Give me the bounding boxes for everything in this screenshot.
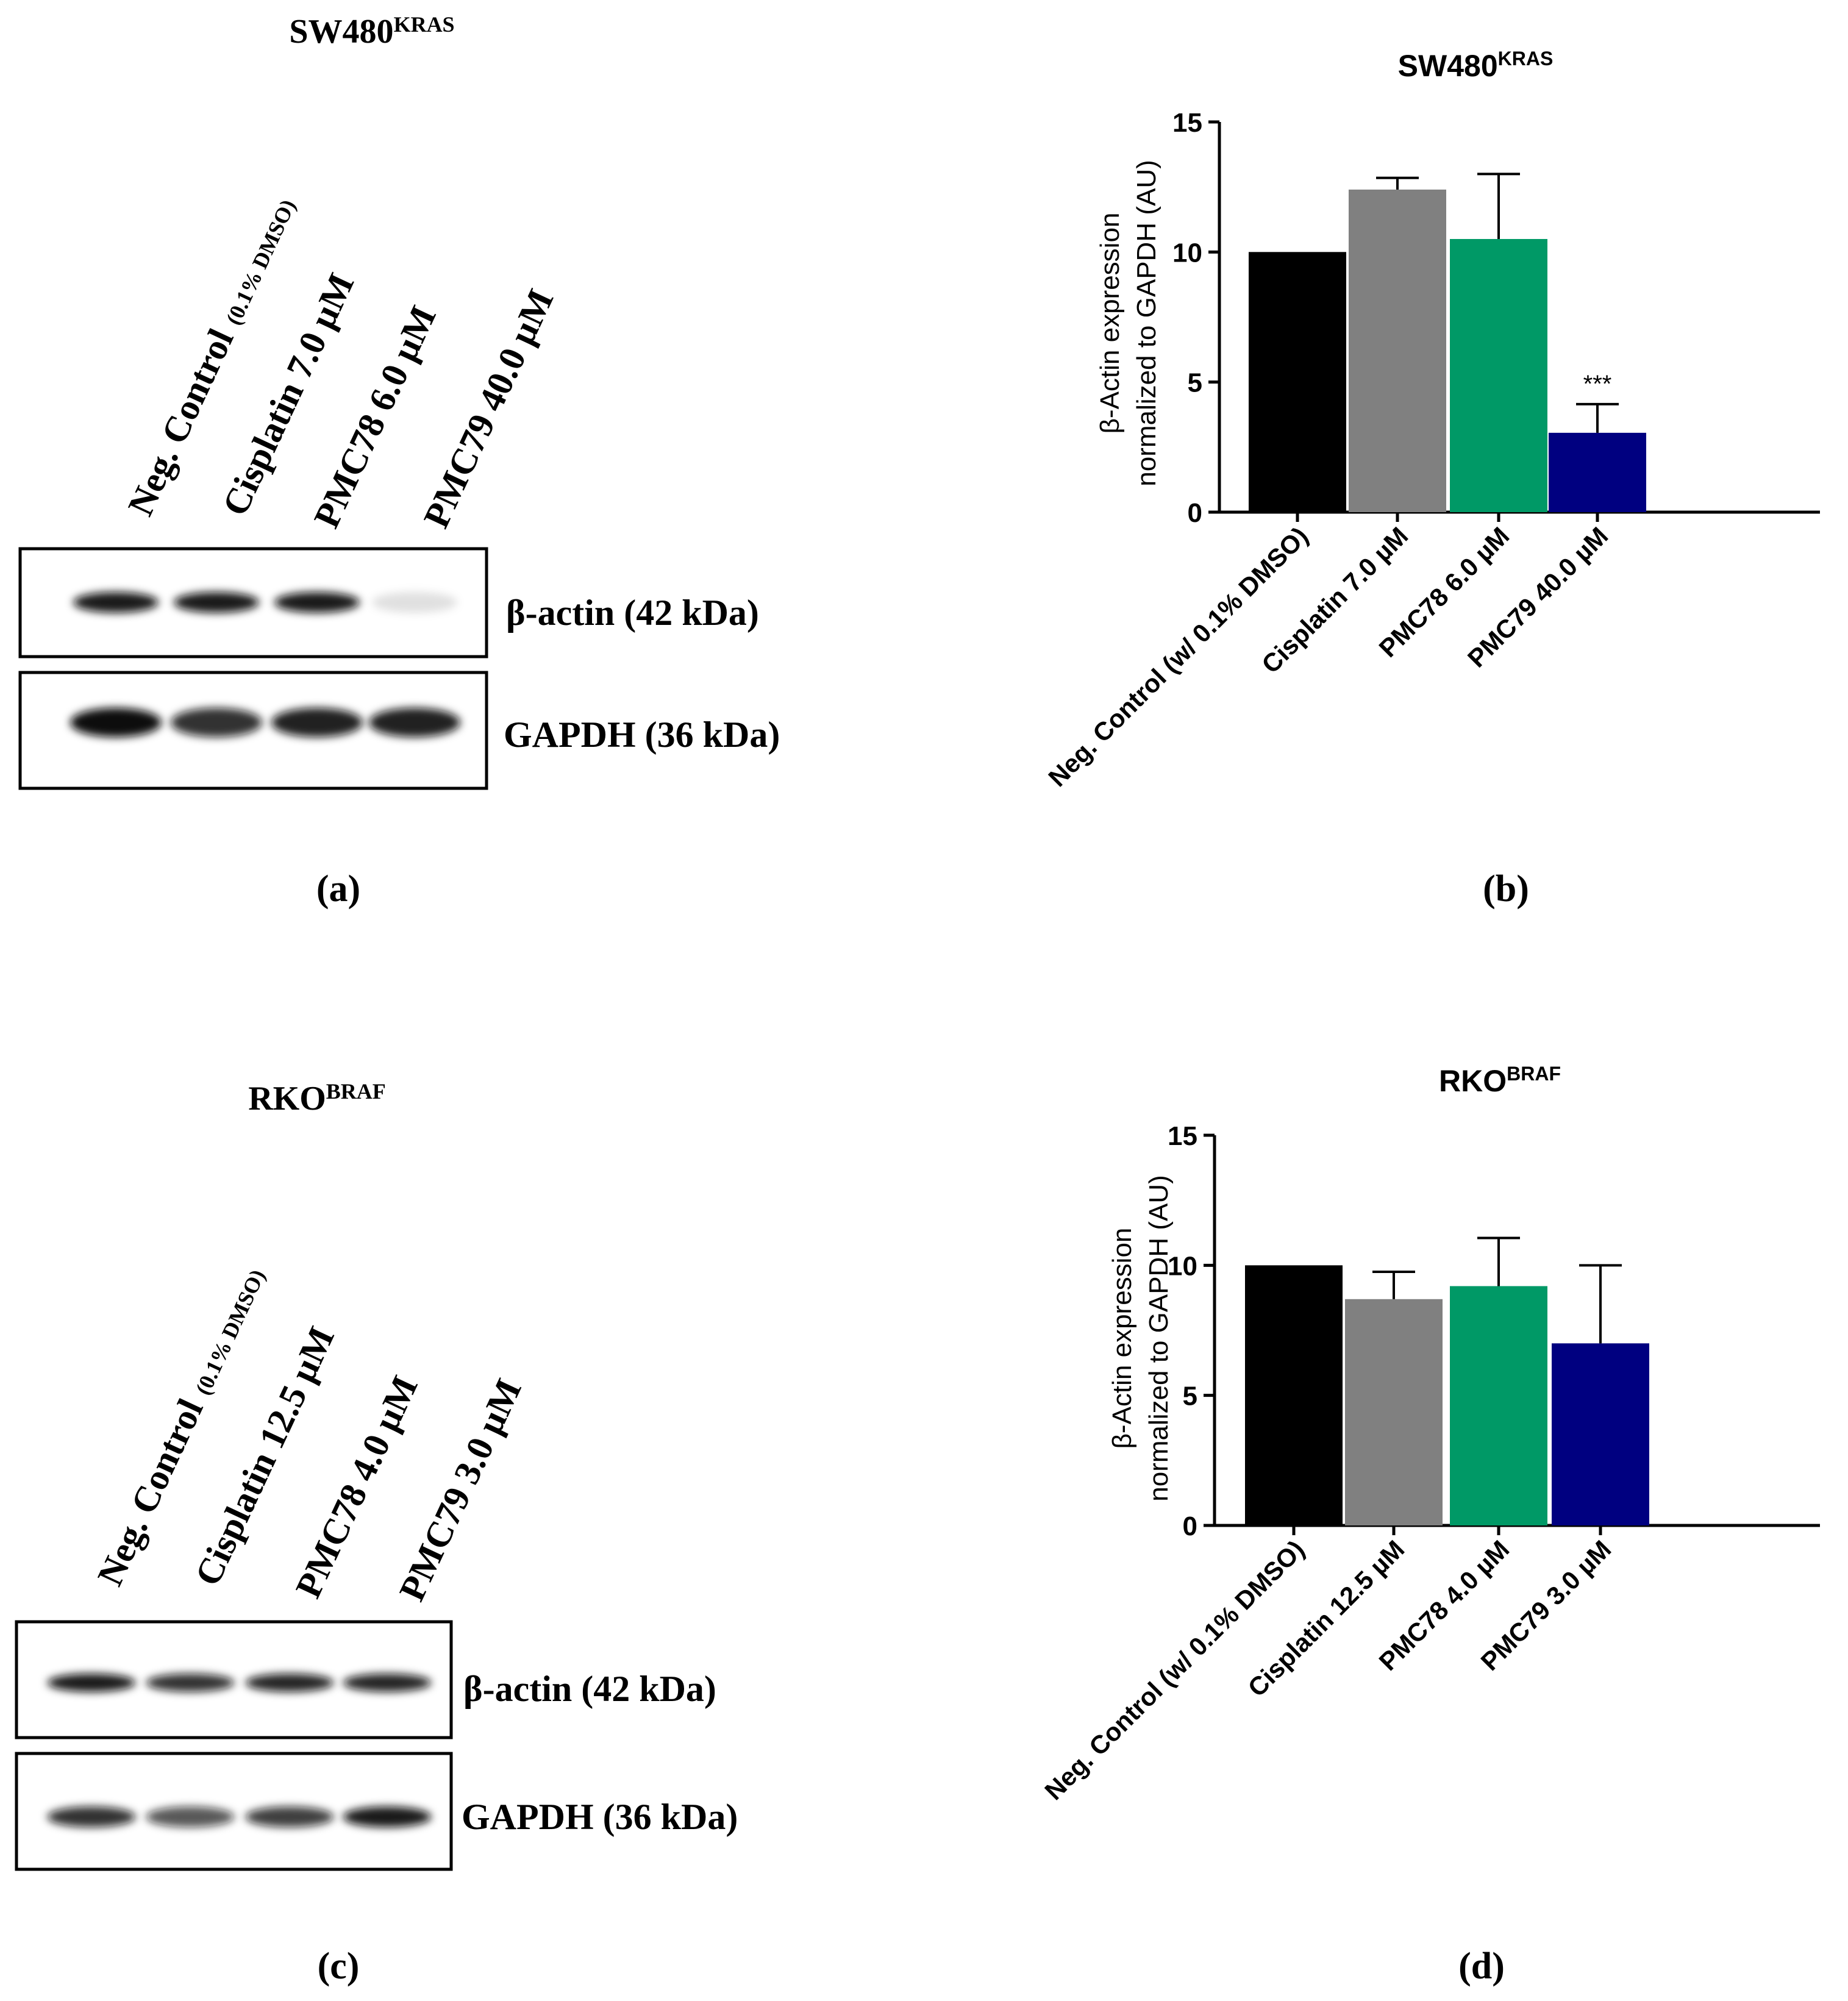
blot-c-beta-actin: β-actin (42 kDa) [15,1620,716,1739]
band [343,1807,432,1827]
bar [1249,252,1346,512]
band [369,708,460,737]
band [146,1674,235,1692]
panel-a-title: SW480KRAS [289,12,454,51]
bar [1552,1343,1649,1525]
band-row [47,1674,432,1692]
bar [1450,1286,1547,1525]
blot-a-gapdh: GAPDH (36 kDa) [18,671,780,790]
y-tick-label: 10 [1172,238,1202,268]
panel-caption-d: (d) [1458,1946,1505,1987]
blot-a-beta-actin: β-actin (42 kDa) [18,547,759,658]
y-axis-label: β-Actin expression [1107,1228,1137,1449]
panel-c-title: RKOBRAF [248,1079,386,1118]
y-tick-label: 0 [1188,498,1202,528]
panel-c: RKOBRAF Neg. Control(0.1% DMSO) Cisplati… [15,1079,738,1987]
y-axis-label: β-Actin expression [1095,213,1125,434]
band [146,1807,235,1827]
blot-label-gapdh: GAPDH (36 kDa) [462,1797,738,1837]
band [174,592,259,613]
lane-label-a-1: Neg. Control(0.1% DMSO) [120,190,303,521]
blot-label-beta-actin: β-actin (42 kDa) [463,1669,716,1709]
panel-caption-c: (c) [318,1946,360,1987]
blot-label-gapdh: GAPDH (36 kDa) [504,715,780,755]
panel-caption-a: (a) [316,868,360,910]
panel-a: SW480KRAS Neg. Control(0.1% DMSO) Cispla… [18,12,780,910]
band-row [73,592,457,613]
band [47,1807,136,1827]
bar [1549,432,1646,512]
band-row [47,1807,432,1827]
bar [1349,189,1446,512]
y-axis-label: normalized to GAPDH (AU) [1132,160,1161,486]
band [47,1674,136,1692]
y-tick-label: 5 [1188,368,1202,398]
y-axis-label: normalized to GAPDH (AU) [1144,1175,1174,1501]
panel-caption-b: (b) [1483,868,1529,910]
bar [1245,1265,1343,1525]
y-tick-label: 0 [1183,1511,1197,1541]
band [73,592,159,613]
band [245,1674,334,1692]
bar [1450,239,1547,512]
band-row [70,708,460,737]
band [171,708,262,737]
band [274,592,360,613]
band [343,1674,432,1692]
band [70,708,162,737]
band [245,1807,334,1827]
bar [1345,1299,1443,1525]
blot-c-gapdh: GAPDH (36 kDa) [15,1752,738,1871]
y-tick-label: 15 [1172,108,1202,138]
chart-d: RKOBRAF β-Actin expression normalized to… [1039,1063,1820,1805]
y-tick-label: 15 [1168,1121,1197,1151]
y-tick-label: 5 [1183,1382,1197,1411]
chart-b: SW480KRAS β-Actin expression normalized … [1043,48,1820,792]
band [372,592,457,613]
chart-title: RKOBRAF [1439,1063,1561,1098]
significance-label: *** [1583,371,1612,398]
panel-c-lane-labels: Neg. Control(0.1% DMSO) Cisplatin 12.5 µ… [90,1266,529,1607]
blot-label-beta-actin: β-actin (42 kDa) [506,593,759,633]
y-tick-label: 10 [1168,1251,1197,1281]
chart-title: SW480KRAS [1398,48,1554,83]
panel-a-lane-labels: Neg. Control(0.1% DMSO) Cisplatin 7.0 µM… [120,190,562,534]
band [271,708,363,737]
